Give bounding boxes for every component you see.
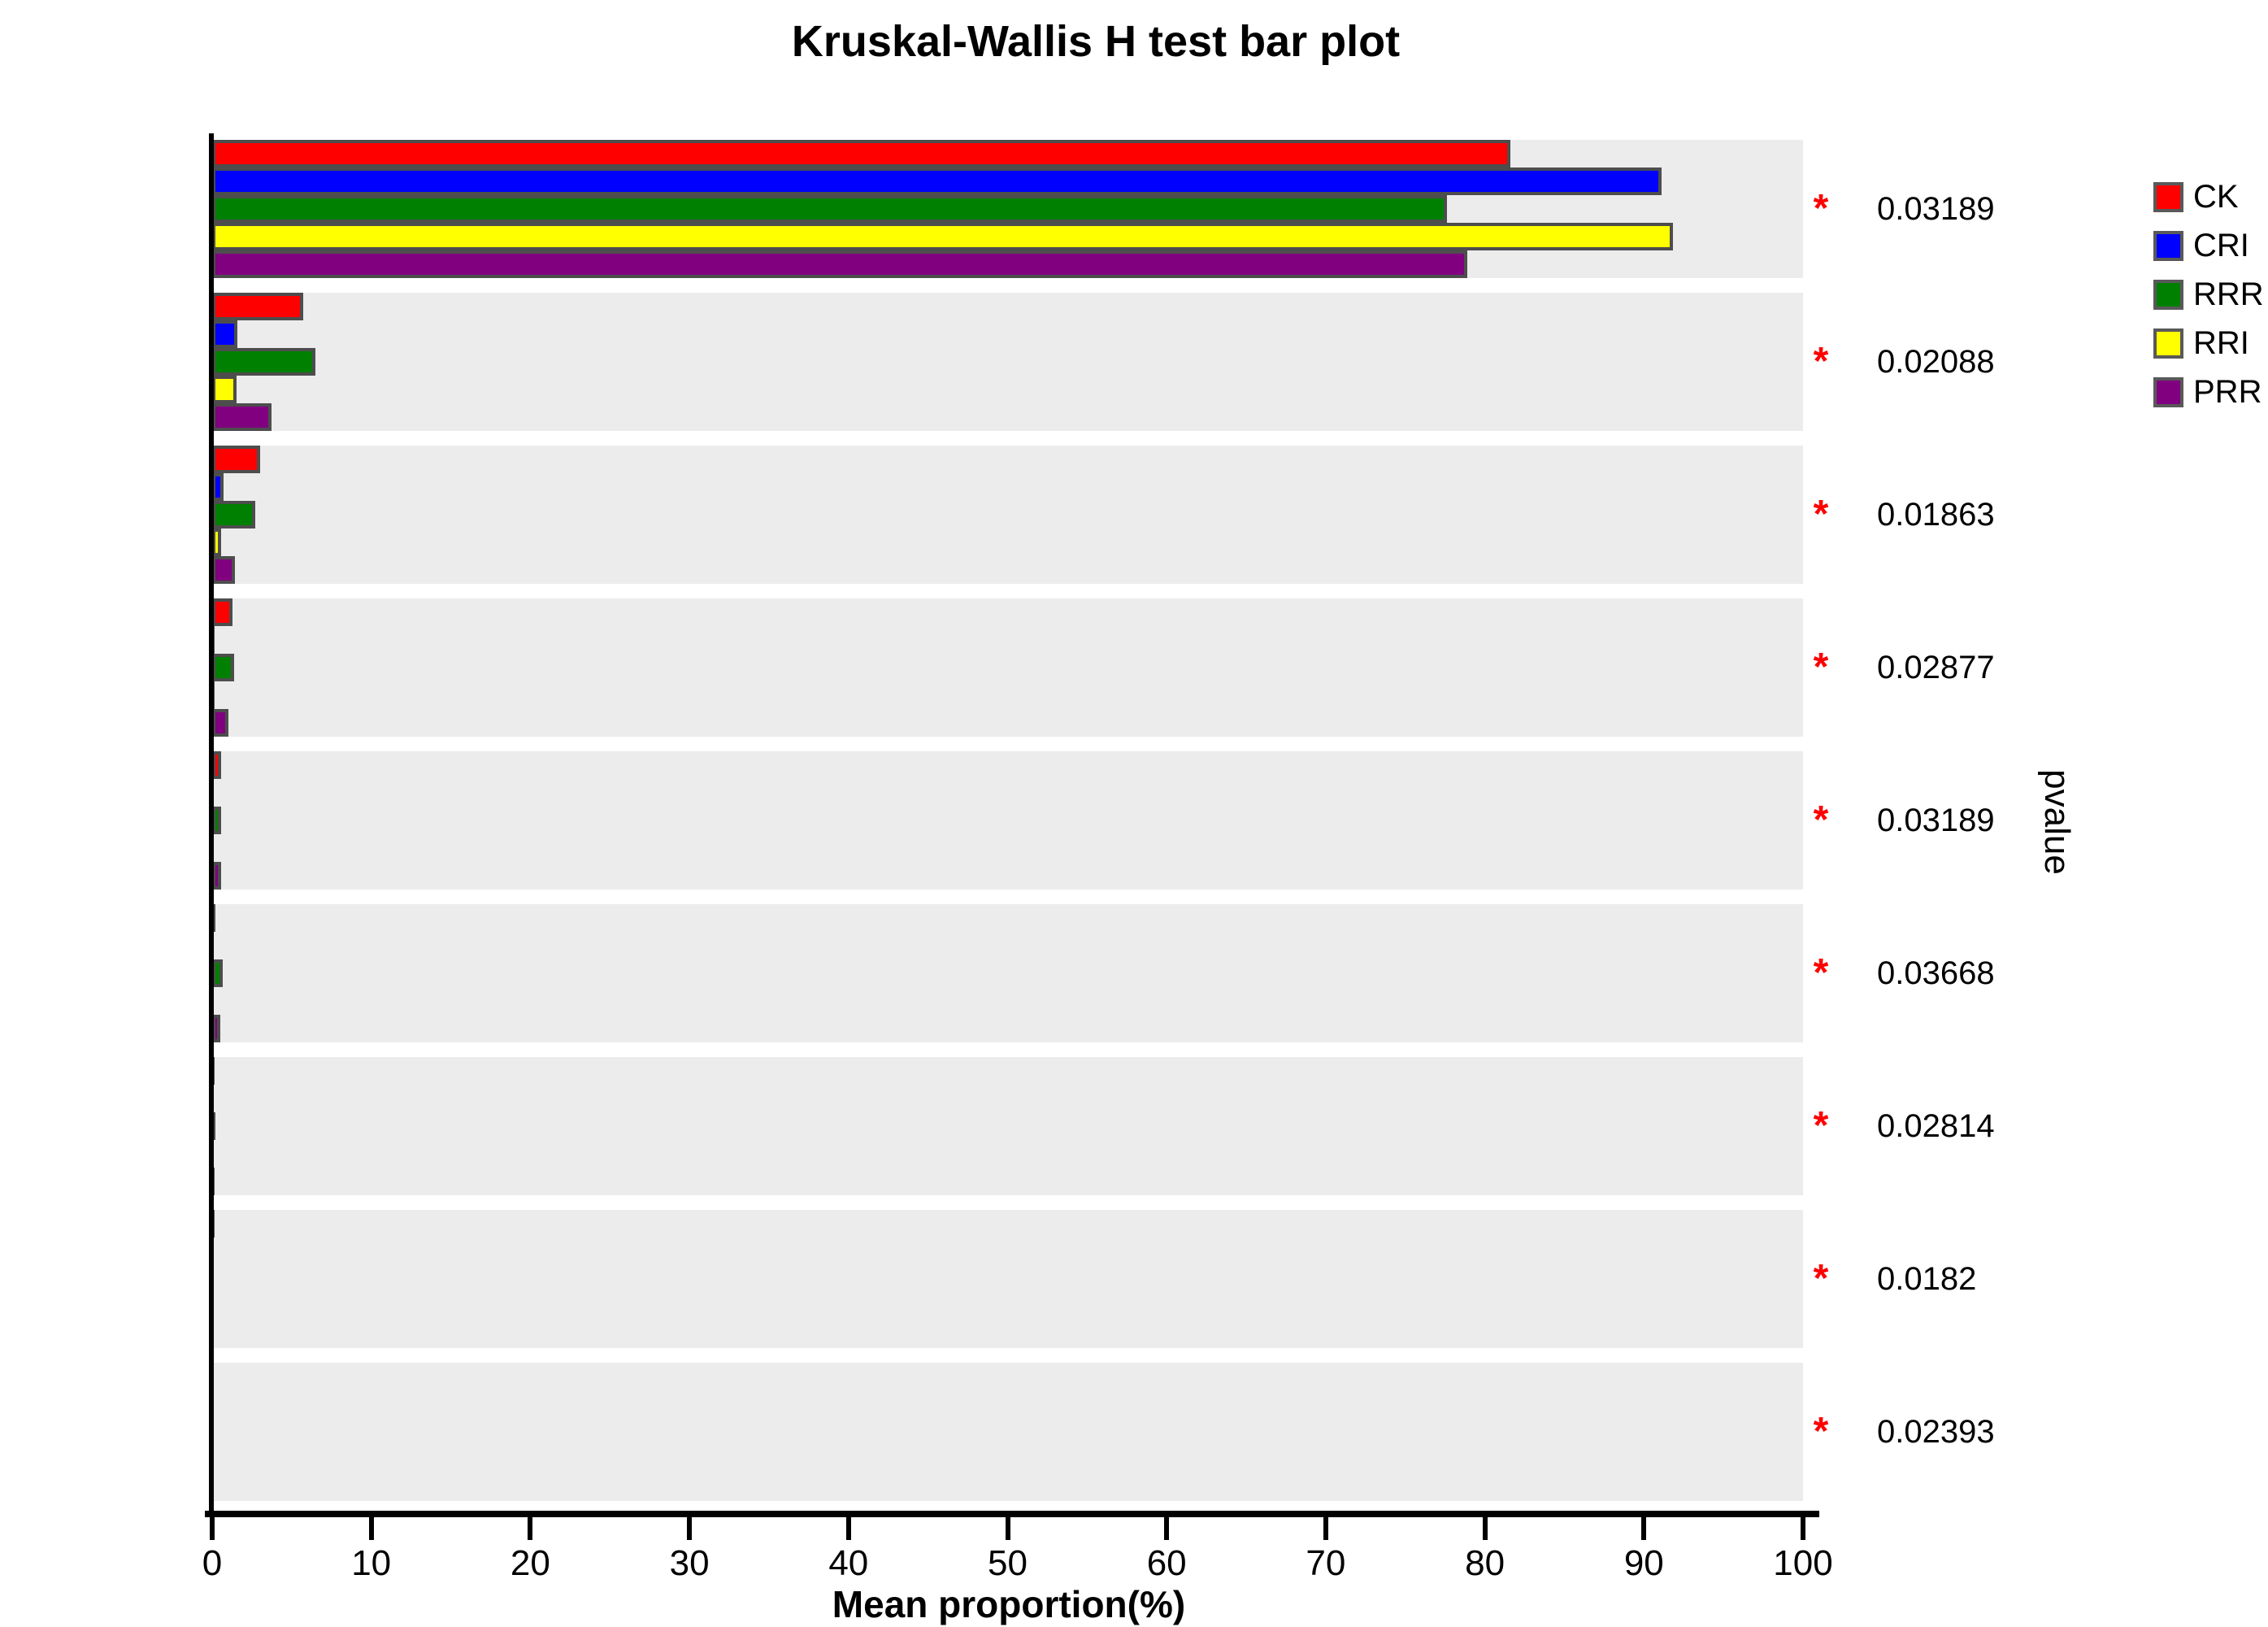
x-tick <box>1005 1517 1010 1540</box>
bar-rrr <box>212 348 316 376</box>
bar-rrr <box>212 195 1447 223</box>
legend-swatch-icon <box>2153 377 2183 407</box>
bar-cri <box>212 320 238 348</box>
bar-rrr <box>212 654 234 681</box>
pvalue-asterisk: * <box>1813 646 1829 689</box>
category-band <box>212 1363 1803 1501</box>
pvalue-text: 0.01863 <box>1877 497 1995 533</box>
category-band <box>212 293 1803 431</box>
pvalue-text: 0.03189 <box>1877 803 1995 838</box>
x-tick <box>687 1517 693 1540</box>
x-tick <box>528 1517 533 1540</box>
category-band <box>212 598 1803 737</box>
x-tick-label: 30 <box>669 1543 710 1583</box>
category-band <box>212 751 1803 890</box>
bar-ck <box>212 293 303 320</box>
bar-prr <box>212 250 1468 278</box>
legend-swatch-icon <box>2153 231 2183 261</box>
pvalue-asterisk: * <box>1813 340 1829 383</box>
x-tick-label: 100 <box>1773 1543 1833 1583</box>
legend-item-rri: RRI <box>2153 325 2264 361</box>
x-tick <box>845 1517 851 1540</box>
pvalue-text: 0.0182 <box>1877 1261 1977 1297</box>
pvalue-text: 0.03668 <box>1877 955 1995 991</box>
pvalue-text: 0.02088 <box>1877 344 1995 380</box>
bar-prr <box>212 403 272 431</box>
legend-item-rrr: RRR <box>2153 276 2264 312</box>
legend-label: RRR <box>2193 276 2264 312</box>
legend-label: CK <box>2193 179 2239 215</box>
pvalue-asterisk: * <box>1813 493 1829 536</box>
legend-swatch-icon <box>2153 280 2183 310</box>
pvalue-asterisk: * <box>1813 1104 1829 1147</box>
chart-title: Kruskal-Wallis H test bar plot <box>791 17 1401 66</box>
x-tick-label: 90 <box>1623 1543 1664 1583</box>
x-tick-label: 80 <box>1465 1543 1505 1583</box>
x-tick-label: 20 <box>510 1543 550 1583</box>
pvalue-asterisk: * <box>1813 798 1829 842</box>
x-tick-label: 50 <box>988 1543 1028 1583</box>
pvalue-asterisk: * <box>1813 951 1829 994</box>
x-tick-label: 10 <box>351 1543 392 1583</box>
category-band <box>212 1057 1803 1195</box>
pvalue-asterisk: * <box>1813 1410 1829 1453</box>
x-tick-label: 40 <box>828 1543 869 1583</box>
y-axis-line <box>209 133 214 1517</box>
category-band <box>212 1210 1803 1348</box>
bar-cri <box>212 167 1662 195</box>
bar-rri <box>212 223 1673 250</box>
bar-rrr <box>212 807 222 834</box>
bar-ck <box>212 598 232 626</box>
x-axis-label: Mean proportion(%) <box>832 1583 1186 1625</box>
pvalue-text: 0.03189 <box>1877 191 1995 227</box>
pvalue-text: 0.02814 <box>1877 1108 1995 1144</box>
x-axis-line <box>205 1511 1819 1517</box>
x-tick-label: 0 <box>202 1543 223 1583</box>
x-tick <box>368 1517 374 1540</box>
legend-item-cri: CRI <box>2153 228 2264 263</box>
category-band <box>212 904 1803 1042</box>
legend-item-prr: PRR <box>2153 374 2264 410</box>
legend-label: RRI <box>2193 325 2249 361</box>
legend-label: CRI <box>2193 228 2249 263</box>
bar-rrr <box>212 501 255 529</box>
pvalue-asterisk: * <box>1813 1257 1829 1300</box>
pvalue-asterisk: * <box>1813 187 1829 230</box>
bar-ck <box>212 446 260 473</box>
pvalue-text: 0.02877 <box>1877 650 1995 685</box>
x-tick <box>1482 1517 1488 1540</box>
x-tick <box>1323 1517 1328 1540</box>
bar-prr <box>212 1015 221 1042</box>
bar-ck <box>212 140 1511 167</box>
legend: CK CRI RRR RRI PRR <box>2153 179 2264 426</box>
legend-swatch-icon <box>2153 328 2183 359</box>
x-tick <box>210 1517 215 1540</box>
bar-rri <box>212 376 237 403</box>
bar-rrr <box>212 959 224 987</box>
x-tick-label: 70 <box>1306 1543 1346 1583</box>
bar-cri <box>212 473 224 501</box>
x-tick <box>1164 1517 1170 1540</box>
legend-label: PRR <box>2193 374 2262 410</box>
x-tick-label: 60 <box>1146 1543 1187 1583</box>
bar-prr <box>212 709 228 737</box>
legend-swatch-icon <box>2153 182 2183 212</box>
category-band <box>212 446 1803 584</box>
x-tick <box>1801 1517 1805 1540</box>
pvalue-axis-label: pvalue <box>2037 769 2077 875</box>
bar-prr <box>212 556 235 584</box>
x-tick <box>1641 1517 1647 1540</box>
legend-item-ck: CK <box>2153 179 2264 215</box>
pvalue-text: 0.02393 <box>1877 1414 1995 1450</box>
